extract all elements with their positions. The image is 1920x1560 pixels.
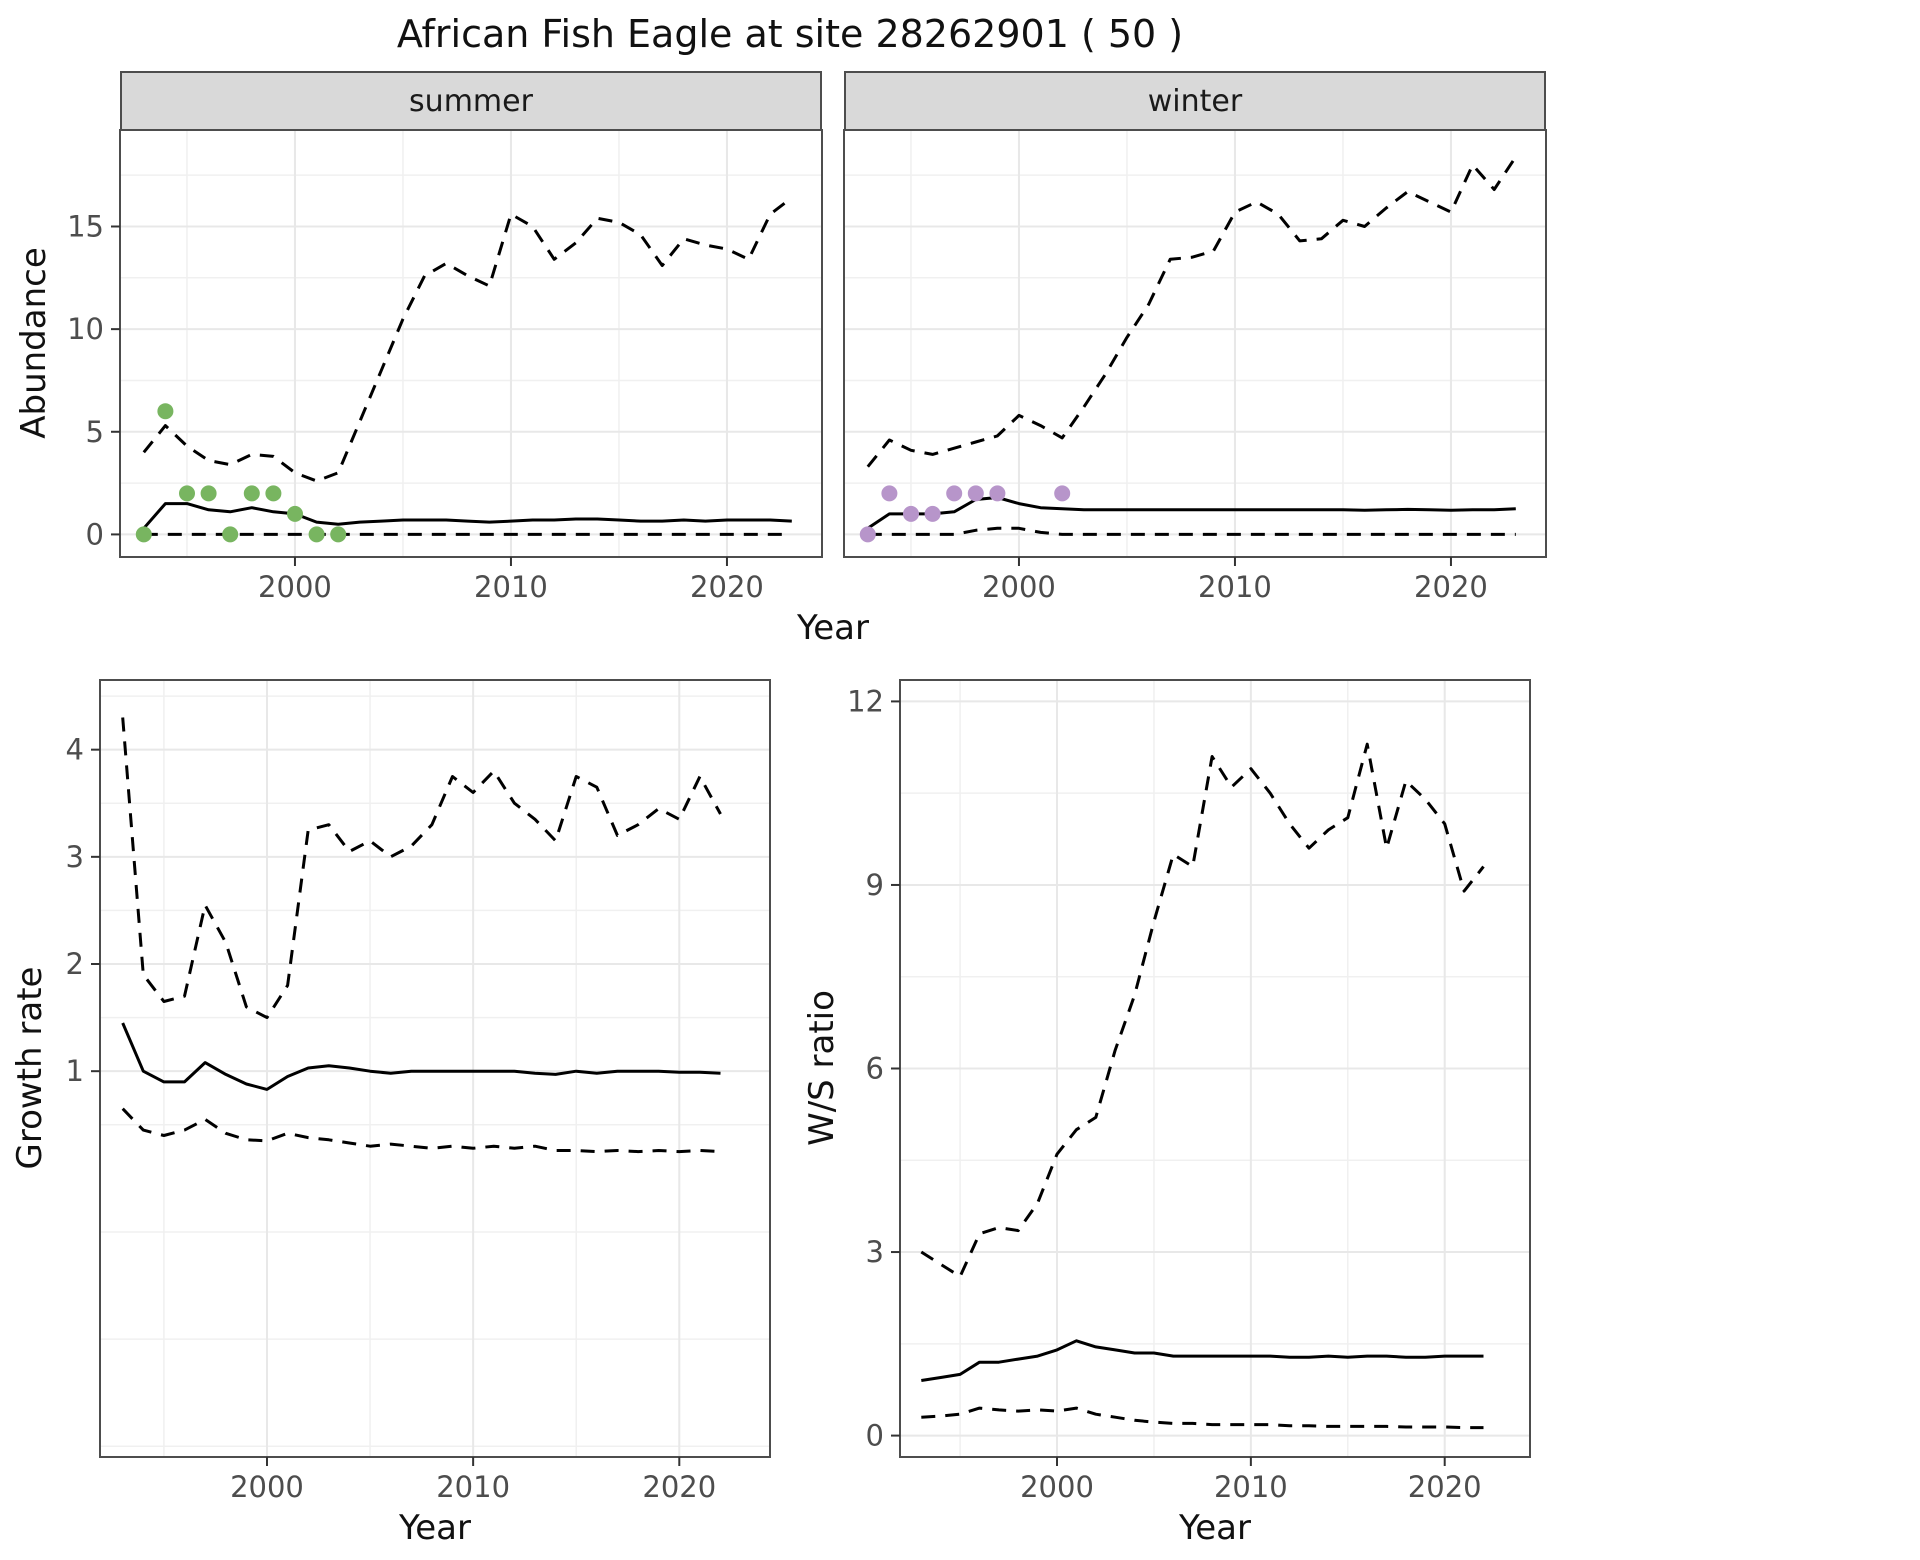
observation-point (222, 526, 239, 543)
x-axis-label-year-top: Year (797, 608, 869, 648)
y-tick-label: 2 (66, 947, 84, 981)
observation-point (903, 505, 919, 522)
x-tick-label: 2000 (258, 570, 332, 604)
x-tick-label: 2000 (982, 570, 1056, 604)
observation-point (967, 485, 984, 502)
series-median (142, 502, 792, 530)
observation-point (859, 526, 876, 543)
y-tick-label: 0 (86, 517, 104, 551)
y-tick-label: 3 (866, 1235, 884, 1269)
panel-background (100, 680, 770, 1457)
observation-point (157, 403, 174, 420)
x-tick-label: 2000 (1020, 1470, 1094, 1504)
series-upper-95ci (866, 155, 1518, 468)
observation-point (135, 526, 152, 543)
observation-point (946, 485, 963, 502)
observation-point (308, 526, 325, 543)
y-tick-label: 3 (66, 840, 84, 874)
x-tick-label: 2010 (436, 1470, 510, 1504)
panel-background (844, 130, 1546, 557)
series-upper-95ci (121, 717, 722, 1020)
series-median (121, 1022, 721, 1091)
facet-strip-summer: summer (120, 71, 822, 131)
y-axis-label-abundance: Abundance (14, 247, 54, 439)
x-tick-label: 2010 (474, 570, 548, 604)
facet-strip-label-summer: summer (409, 83, 533, 119)
observation-point (265, 485, 282, 502)
observation-point (1054, 485, 1071, 502)
series-lower-95ci (121, 1107, 721, 1154)
series-median (921, 1339, 1484, 1382)
y-tick-label: 15 (67, 209, 104, 243)
y-axis-label-ws-ratio: W/S ratio (802, 990, 842, 1146)
observation-point (330, 526, 347, 543)
y-tick-label: 0 (866, 1419, 884, 1453)
observation-point (200, 485, 217, 502)
panel-background (120, 130, 822, 557)
observation-point (179, 485, 195, 502)
y-tick-label: 5 (86, 415, 104, 449)
x-tick-label: 2020 (690, 570, 764, 604)
x-tick-label: 2020 (1414, 570, 1488, 604)
panel-ws-ratio: 2000 2010 2020 0 3 6 9 12 (847, 679, 1531, 1504)
plot-title: African Fish Eagle at site 28262901 ( 50… (396, 12, 1184, 56)
x-axis-label-year-growth: Year (399, 1508, 471, 1548)
y-tick-label: 4 (66, 733, 84, 767)
y-tick-label: 9 (866, 868, 884, 902)
panel-abundance-summer: 2000 2010 2020 0 5 10 15 (67, 129, 823, 604)
panel-border (99, 679, 771, 1458)
y-tick-label: 12 (847, 684, 884, 718)
observation-point (243, 485, 260, 502)
series-lower-95ci (867, 526, 1516, 536)
facet-strip-winter: winter (844, 71, 1546, 131)
x-axis-label-year-ws: Year (1179, 1508, 1251, 1548)
x-tick-label: 2020 (1408, 1470, 1482, 1504)
panel-growth-rate: 2000 2010 2020 1 2 3 4 (66, 679, 771, 1504)
observation-point (881, 485, 898, 502)
y-tick-label: 10 (67, 312, 104, 346)
facet-strip-label-winter: winter (1147, 83, 1243, 119)
x-tick-label: 2010 (1214, 1470, 1288, 1504)
observation-point (924, 505, 941, 522)
series-upper-95ci (920, 742, 1485, 1278)
observation-point (989, 485, 1006, 502)
x-tick-label: 2000 (230, 1470, 304, 1504)
y-tick-label: 6 (866, 1052, 884, 1086)
y-tick-label: 1 (66, 1054, 84, 1088)
x-tick-label: 2020 (642, 1470, 716, 1504)
observation-point (287, 505, 303, 522)
x-tick-label: 2010 (1198, 570, 1272, 604)
y-axis-label-growth-rate: Growth rate (10, 966, 50, 1170)
panel-abundance-winter: 2000 2010 2020 (843, 129, 1547, 604)
